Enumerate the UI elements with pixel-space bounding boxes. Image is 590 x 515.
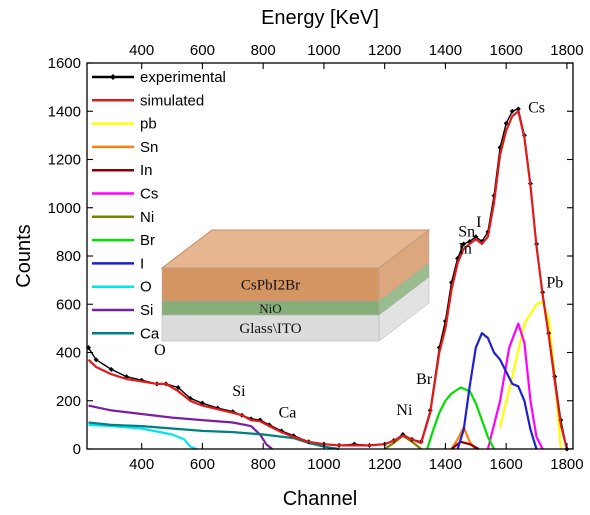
y-tick-label: 1000 bbox=[48, 200, 81, 217]
y-tick-label: 1200 bbox=[48, 152, 81, 169]
legend-label: O bbox=[140, 279, 152, 296]
top-x-tick-label: 800 bbox=[251, 42, 276, 59]
x-tick-label: 1800 bbox=[550, 456, 583, 473]
y-tick-label: 800 bbox=[56, 248, 81, 265]
top-x-tick-label: 1800 bbox=[550, 42, 583, 59]
x-tick-label: 400 bbox=[129, 456, 154, 473]
peak-label: Ca bbox=[279, 405, 297, 422]
legend-marker bbox=[110, 74, 116, 80]
series-line-i bbox=[456, 332, 538, 450]
top-x-tick-label: 400 bbox=[129, 42, 154, 59]
y-tick-label: 600 bbox=[56, 296, 81, 313]
y-tick-label: 200 bbox=[56, 393, 81, 410]
y-axis-title: Counts bbox=[13, 224, 35, 287]
top-x-tick-label: 1000 bbox=[307, 42, 340, 59]
experimental-point bbox=[503, 120, 509, 126]
experimental-point bbox=[509, 108, 515, 114]
peak-label: Ni bbox=[396, 402, 413, 419]
legend-label: Ni bbox=[140, 209, 154, 226]
peak-label: I bbox=[476, 214, 481, 231]
legend-label: experimental bbox=[140, 69, 226, 86]
legend-label: pb bbox=[140, 116, 157, 133]
series-line-br bbox=[426, 386, 495, 450]
legend-label: Ca bbox=[140, 325, 160, 342]
y-tick-label: 1400 bbox=[48, 103, 81, 120]
bottom-axis-title: Channel bbox=[283, 488, 358, 510]
peak-label: Cs bbox=[528, 99, 545, 116]
legend: experimental simulated pb Sn In Cs Ni Br IO Si Ca bbox=[92, 69, 226, 342]
peak-label: Sn bbox=[458, 224, 475, 241]
inset-layer-front bbox=[161, 267, 380, 302]
legend-label: Br bbox=[140, 232, 155, 249]
peak-label: O bbox=[154, 342, 166, 359]
experimental-point bbox=[175, 384, 181, 390]
x-tick-label: 1600 bbox=[489, 456, 522, 473]
experimental-point bbox=[108, 366, 114, 372]
x-tick-label: 600 bbox=[190, 456, 215, 473]
axes-layer: Energy [KeV] Channel Counts bbox=[13, 7, 574, 510]
inset-layer-side bbox=[378, 276, 430, 342]
inset-layer-label: NiO bbox=[259, 301, 281, 316]
x-tick-label: 1200 bbox=[368, 456, 401, 473]
inset-layer-label: CsPbI2Br bbox=[241, 278, 300, 294]
peak-label: In bbox=[459, 241, 472, 258]
experimental-point bbox=[515, 106, 521, 112]
peak-label: Pb bbox=[546, 274, 563, 291]
series-line-si bbox=[88, 404, 273, 450]
legend-label: Sn bbox=[140, 139, 158, 156]
series-line-ca bbox=[88, 421, 340, 451]
top-axis-title: Energy [KeV] bbox=[261, 7, 379, 29]
experimental-point bbox=[461, 241, 467, 247]
experimental-point bbox=[93, 357, 99, 363]
x-tick-label: 800 bbox=[251, 456, 276, 473]
ticks-layer: 400 600 800 1000 1200 1400 1600 1800 400 600 800 10… bbox=[48, 42, 584, 473]
x-tick-label: 1000 bbox=[307, 456, 340, 473]
series-line-cs bbox=[486, 322, 544, 450]
top-x-tick-label: 1400 bbox=[429, 42, 462, 59]
top-x-tick-label: 600 bbox=[190, 42, 215, 59]
series-line-simulated bbox=[87, 110, 568, 450]
inset-layer-label: Glass\ITO bbox=[239, 321, 301, 337]
top-x-tick-label: 1600 bbox=[489, 42, 522, 59]
legend-label: I bbox=[140, 255, 144, 272]
y-tick-label: 400 bbox=[56, 345, 81, 362]
x-tick-label: 1400 bbox=[429, 456, 462, 473]
y-tick-label: 1600 bbox=[48, 55, 81, 72]
device-stack-inset: CsPbI2Br NiO Glass\ITO bbox=[160, 229, 431, 342]
top-x-tick-label: 1200 bbox=[368, 42, 401, 59]
series-line-o bbox=[88, 423, 197, 451]
peak-label: Si bbox=[232, 383, 246, 400]
y-tick-label: 0 bbox=[73, 441, 81, 458]
series-line-in bbox=[450, 440, 480, 450]
experimental-point bbox=[473, 234, 479, 240]
legend-label: Si bbox=[140, 302, 153, 319]
peak-label: Br bbox=[416, 371, 433, 388]
legend-label: Cs bbox=[140, 186, 158, 203]
legend-label: simulated bbox=[140, 92, 204, 109]
legend-label: In bbox=[140, 162, 153, 179]
series-layer bbox=[86, 106, 570, 452]
